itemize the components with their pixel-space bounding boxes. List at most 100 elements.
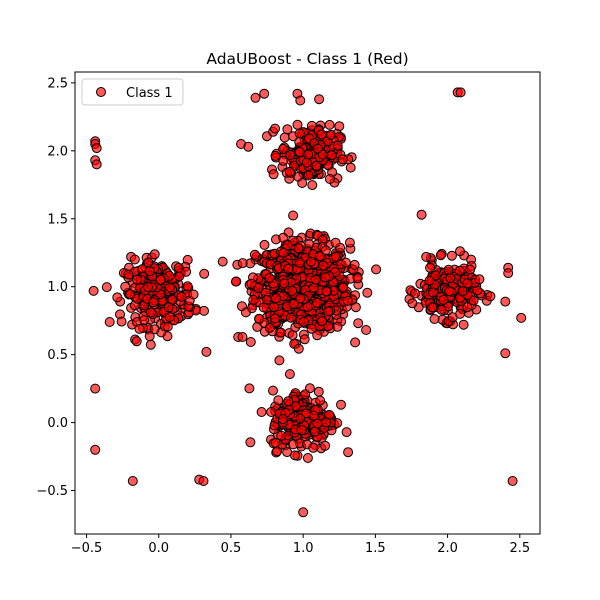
data-point (306, 323, 317, 334)
data-point (288, 439, 299, 450)
data-point (361, 325, 372, 335)
data-point (308, 410, 319, 421)
data-point (337, 154, 348, 165)
data-point (311, 160, 322, 171)
data-point (507, 476, 518, 486)
data-point (127, 476, 138, 486)
data-point (312, 297, 322, 308)
data-point (142, 282, 153, 293)
data-point (457, 286, 468, 297)
data-point (338, 282, 349, 293)
data-point (428, 287, 439, 298)
data-point (446, 250, 457, 261)
data-point (312, 330, 323, 341)
data-point (297, 178, 308, 188)
data-point (123, 269, 134, 280)
data-point (295, 413, 306, 424)
data-point (427, 302, 438, 313)
data-point (516, 312, 527, 323)
data-point (341, 427, 352, 438)
data-point (283, 396, 294, 407)
legend-frame (81, 78, 184, 106)
data-point (270, 313, 281, 324)
data-point (310, 274, 321, 285)
x-tick-label: 0.5 (221, 541, 242, 556)
x-tick-label: 1.0 (293, 541, 314, 556)
data-point (139, 315, 150, 326)
data-point (296, 425, 307, 436)
data-point (149, 249, 160, 260)
data-point (336, 399, 346, 410)
data-point (288, 299, 299, 309)
data-point (264, 272, 275, 283)
data-point (278, 155, 289, 166)
data-point (250, 92, 261, 103)
data-point (254, 313, 265, 324)
data-point (503, 268, 514, 279)
data-point (134, 323, 145, 334)
data-point (88, 285, 99, 296)
data-point (125, 289, 136, 300)
data-point (279, 132, 290, 143)
data-point (443, 264, 454, 275)
data-point (246, 278, 257, 289)
y-tick-label: 1.5 (47, 212, 68, 227)
data-point (462, 302, 473, 313)
data-point (438, 294, 449, 305)
data-point (313, 386, 324, 397)
data-point (285, 150, 296, 160)
points-layer (88, 87, 527, 518)
data-point (410, 288, 421, 299)
data-point (240, 307, 251, 318)
x-tick-label: −0.5 (71, 541, 103, 556)
data-point (316, 129, 327, 140)
data-point (288, 210, 299, 221)
data-point (294, 257, 305, 268)
data-point (278, 247, 289, 258)
data-point (349, 259, 360, 270)
data-point (282, 447, 293, 458)
data-point (268, 302, 279, 313)
data-point (314, 251, 325, 262)
data-point (277, 414, 288, 425)
data-point (256, 407, 267, 417)
data-point (276, 430, 287, 441)
data-point (500, 348, 511, 359)
data-point (274, 355, 285, 366)
data-point (353, 318, 364, 329)
data-point (325, 129, 336, 140)
data-point (362, 287, 373, 298)
data-point (264, 322, 275, 333)
data-point (144, 266, 155, 277)
y-tick-label: 0.0 (47, 416, 68, 431)
data-point (273, 395, 284, 406)
legend: Class 1 (81, 78, 184, 106)
data-point (324, 119, 335, 130)
data-point (317, 149, 328, 160)
data-point (455, 87, 466, 98)
data-point (485, 291, 496, 302)
data-point (330, 237, 341, 248)
data-point (298, 316, 309, 327)
y-axis: −0.5 0.0 0.5 1.0 1.5 2.0 2.5 (36, 76, 75, 499)
data-point (340, 257, 351, 268)
data-point (317, 316, 328, 327)
data-point (315, 395, 326, 406)
data-point (308, 442, 319, 453)
data-point (91, 159, 102, 170)
data-point (283, 263, 294, 274)
chart-title: AdaUBoost - Class 1 (Red) (206, 50, 408, 68)
data-point (407, 298, 418, 309)
x-tick-label: 2.0 (437, 541, 458, 556)
data-point (230, 276, 241, 287)
data-point (454, 265, 465, 276)
data-point (330, 251, 341, 262)
y-tick-label: 1.0 (47, 280, 68, 295)
data-point (144, 331, 155, 342)
data-point (421, 251, 432, 262)
data-point (146, 307, 156, 318)
data-point (306, 256, 316, 267)
data-point (248, 294, 259, 305)
data-point (345, 162, 356, 173)
